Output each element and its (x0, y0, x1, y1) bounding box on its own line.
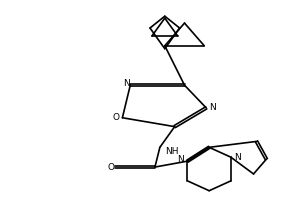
Text: N: N (123, 79, 130, 88)
Text: O: O (107, 163, 114, 172)
Text: O: O (113, 113, 120, 122)
Text: N: N (234, 153, 241, 162)
Text: N: N (209, 103, 215, 112)
Text: NH: NH (165, 147, 178, 156)
Text: N: N (177, 155, 184, 164)
